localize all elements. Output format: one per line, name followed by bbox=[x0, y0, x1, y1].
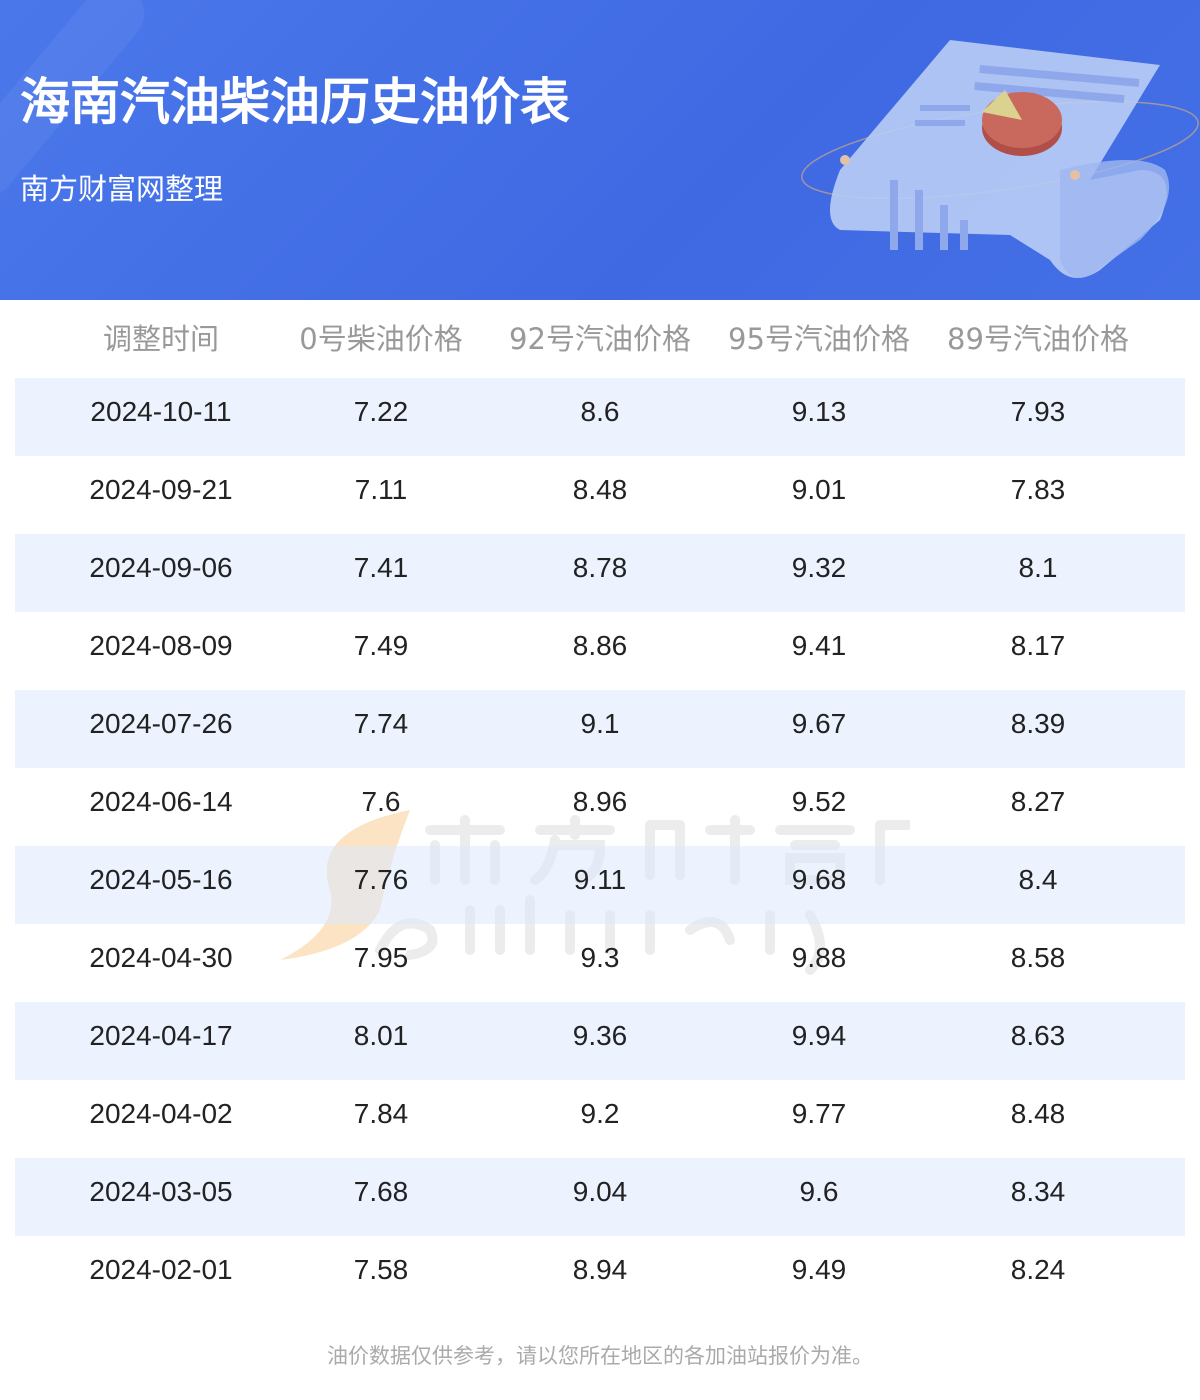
cell-gasoline-95: 9.32 bbox=[791, 552, 847, 583]
cell-gasoline-95: 9.49 bbox=[791, 1254, 847, 1285]
cell-gasoline-92: 9.2 bbox=[580, 1098, 620, 1129]
cell-diesel-0: 7.95 bbox=[353, 942, 409, 973]
cell-gasoline-92: 9.04 bbox=[572, 1176, 628, 1207]
table-row: 2024-09-06 7.41 8.78 9.32 8.1 bbox=[15, 534, 1185, 612]
cell-diesel-0: 7.41 bbox=[353, 552, 409, 583]
cell-diesel-0: 7.84 bbox=[353, 1098, 409, 1129]
cell-gasoline-92: 9.1 bbox=[580, 708, 620, 739]
cell-gasoline-89: 7.83 bbox=[1010, 474, 1066, 505]
cell-gasoline-89: 8.4 bbox=[1018, 864, 1058, 895]
cell-gasoline-95: 9.94 bbox=[791, 1020, 847, 1051]
cell-date: 2024-06-14 bbox=[89, 786, 233, 817]
cell-diesel-0: 7.76 bbox=[353, 864, 409, 895]
column-header-gasoline-92: 92号汽油价格 bbox=[509, 322, 691, 356]
table-row: 2024-04-02 7.84 9.2 9.77 8.48 bbox=[15, 1080, 1185, 1158]
disclaimer-note: 油价数据仅供参考，请以您所在地区的各加油站报价为准。 bbox=[327, 1344, 873, 1368]
cell-gasoline-95: 9.41 bbox=[791, 630, 847, 661]
cell-gasoline-92: 8.94 bbox=[572, 1254, 628, 1285]
cell-gasoline-89: 8.58 bbox=[1010, 942, 1066, 973]
cell-diesel-0: 7.49 bbox=[353, 630, 409, 661]
cell-gasoline-89: 7.93 bbox=[1010, 396, 1066, 427]
page-subtitle: 南方财富网整理 bbox=[20, 172, 224, 206]
cell-diesel-0: 7.22 bbox=[353, 396, 409, 427]
cell-gasoline-92: 8.6 bbox=[580, 396, 620, 427]
cell-date: 2024-10-11 bbox=[90, 396, 232, 427]
cell-gasoline-92: 8.78 bbox=[572, 552, 628, 583]
cell-gasoline-89: 8.1 bbox=[1018, 552, 1058, 583]
cell-diesel-0: 7.58 bbox=[353, 1254, 409, 1285]
cell-gasoline-92: 9.3 bbox=[580, 942, 620, 973]
cell-date: 2024-04-02 bbox=[89, 1098, 233, 1129]
cell-diesel-0: 7.74 bbox=[353, 708, 409, 739]
table-row: 2024-06-14 7.6 8.96 9.52 8.27 bbox=[15, 768, 1185, 846]
table-row: 2024-07-26 7.74 9.1 9.67 8.39 bbox=[15, 690, 1185, 768]
header-banner: 海南汽油柴油历史油价表 南方财富网整理 bbox=[0, 0, 1200, 300]
cell-diesel-0: 7.11 bbox=[354, 474, 408, 505]
cell-gasoline-95: 9.68 bbox=[791, 864, 847, 895]
table-row: 2024-04-17 8.01 9.36 9.94 8.63 bbox=[15, 1002, 1185, 1080]
cell-date: 2024-04-17 bbox=[89, 1020, 233, 1051]
table-row: 2024-04-30 7.95 9.3 9.88 8.58 bbox=[15, 924, 1185, 1002]
cell-gasoline-89: 8.48 bbox=[1010, 1098, 1066, 1129]
cell-gasoline-89: 8.39 bbox=[1010, 708, 1066, 739]
column-header-gasoline-95: 95号汽油价格 bbox=[728, 322, 910, 356]
cell-gasoline-92: 8.96 bbox=[572, 786, 628, 817]
cell-gasoline-95: 9.88 bbox=[791, 942, 847, 973]
cell-date: 2024-05-16 bbox=[89, 864, 233, 895]
cell-gasoline-95: 9.67 bbox=[791, 708, 847, 739]
cell-date: 2024-04-30 bbox=[89, 942, 233, 973]
page-title: 海南汽油柴油历史油价表 bbox=[20, 73, 570, 131]
cell-diesel-0: 8.01 bbox=[353, 1020, 409, 1051]
column-header-gasoline-89: 89号汽油价格 bbox=[947, 322, 1129, 356]
cell-gasoline-89: 8.24 bbox=[1010, 1254, 1066, 1285]
cell-gasoline-92: 8.86 bbox=[572, 630, 628, 661]
cell-diesel-0: 7.68 bbox=[353, 1176, 409, 1207]
cell-gasoline-95: 9.13 bbox=[791, 396, 847, 427]
cell-date: 2024-02-01 bbox=[89, 1254, 233, 1285]
cell-gasoline-95: 9.6 bbox=[799, 1176, 839, 1207]
cell-gasoline-89: 8.27 bbox=[1010, 786, 1066, 817]
cell-date: 2024-03-05 bbox=[89, 1176, 233, 1207]
cell-date: 2024-08-09 bbox=[89, 630, 233, 661]
cell-date: 2024-07-26 bbox=[89, 708, 233, 739]
table-header: 调整时间 0号柴油价格 92号汽油价格 95号汽油价格 89号汽油价格 bbox=[15, 300, 1185, 378]
table-row: 2024-10-11 7.22 8.6 9.13 7.93 bbox=[15, 378, 1185, 456]
price-table-body: 2024-10-11 7.22 8.6 9.13 7.93 2024-09-21 7.11 8… bbox=[15, 378, 1185, 1314]
table-row: 2024-03-05 7.68 9.04 9.6 8.34 bbox=[15, 1158, 1185, 1236]
cell-gasoline-92: 9.11 bbox=[573, 864, 627, 895]
report-illustration-icon bbox=[801, 40, 1199, 278]
cell-gasoline-92: 8.48 bbox=[572, 474, 628, 505]
cell-date: 2024-09-21 bbox=[89, 474, 233, 505]
cell-gasoline-89: 8.63 bbox=[1010, 1020, 1066, 1051]
cell-gasoline-95: 9.52 bbox=[791, 786, 847, 817]
table-row: 2024-09-21 7.11 8.48 9.01 7.83 bbox=[15, 456, 1185, 534]
cell-gasoline-95: 9.01 bbox=[791, 474, 847, 505]
cell-gasoline-95: 9.77 bbox=[791, 1098, 847, 1129]
table-row: 2024-08-09 7.49 8.86 9.41 8.17 bbox=[15, 612, 1185, 690]
cell-gasoline-92: 9.36 bbox=[572, 1020, 628, 1051]
column-header-diesel-0: 0号柴油价格 bbox=[299, 322, 463, 356]
cell-diesel-0: 7.6 bbox=[361, 786, 401, 817]
cell-date: 2024-09-06 bbox=[89, 552, 233, 583]
table-row: 2024-02-01 7.58 8.94 9.49 8.24 bbox=[15, 1236, 1185, 1314]
cell-gasoline-89: 8.34 bbox=[1010, 1176, 1066, 1207]
column-header-date: 调整时间 bbox=[102, 322, 219, 356]
table-row: 2024-05-16 7.76 9.11 9.68 8.4 bbox=[15, 846, 1185, 924]
cell-gasoline-89: 8.17 bbox=[1010, 630, 1066, 661]
